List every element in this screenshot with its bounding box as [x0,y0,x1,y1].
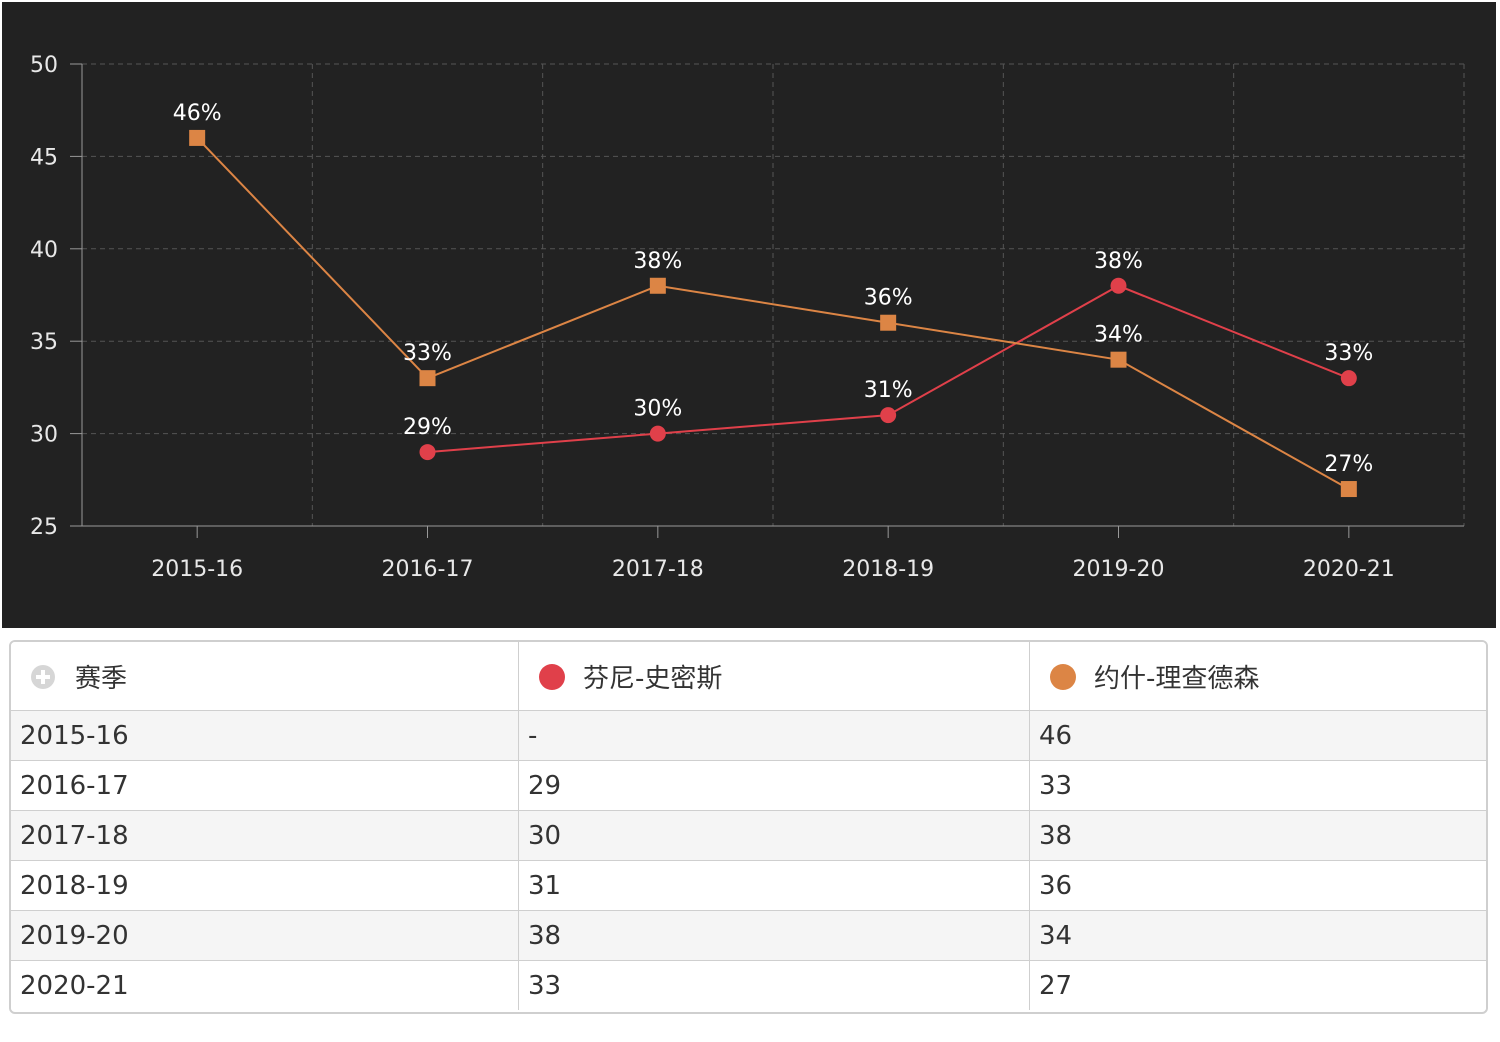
x-tick-label: 2020-21 [1303,557,1395,582]
table-cell-series-2: 27 [1029,960,1486,1010]
series-1-data-label: 31% [864,378,913,403]
series-1-data-label: 29% [403,415,452,440]
series-1-data-label: 30% [633,397,682,422]
x-tick-label: 2018-19 [842,557,934,582]
series-2-data-label: 34% [1094,323,1143,348]
data-table: 赛季 芬尼-史密斯 约什-理查德森 2015-16 - 46 2016-17 2… [9,640,1488,1014]
chart-panel: 25 30 35 40 45 50 2015-16 2016-17 2017-18 2018-19… [2,2,1496,628]
series-2-point[interactable] [419,370,436,387]
table-row: 2015-16 - 46 [11,710,1486,761]
series-1-point[interactable] [1110,277,1127,294]
expand-plus-icon[interactable] [31,665,55,689]
table-cell-series-1: 31 [518,860,1030,911]
x-tick-label: 2019-20 [1073,557,1165,582]
header-season-label: 赛季 [75,663,128,694]
table-row: 2017-18 30 38 [11,810,1486,861]
series-2-point[interactable] [1110,351,1127,368]
line-chart: 25 30 35 40 45 50 2015-16 2016-17 2017-18 2018-19… [30,53,1465,582]
header-series-2-label: 约什-理查德森 [1094,663,1260,694]
header-series-1[interactable]: 芬尼-史密斯 [518,642,1030,711]
series-2-point[interactable] [649,277,666,294]
table-cell-series-1: 30 [518,810,1030,861]
axes: 25 30 35 40 45 50 2015-16 2016-17 2017-18 2018-19… [30,53,1464,582]
series-2-point[interactable] [189,129,206,146]
series-2-point[interactable] [880,314,897,331]
table-cell-series-2: 36 [1029,860,1486,911]
series-1-data-label: 33% [1324,341,1373,366]
series-2-data-label: 38% [633,249,682,274]
series-2-data-label: 36% [864,286,913,311]
y-tick-label: 25 [30,515,58,540]
table-header-row: 赛季 芬尼-史密斯 约什-理查德森 [11,642,1486,711]
legend-dot-series-1-icon [539,664,565,690]
table-cell-season: 2020-21 [11,960,519,1010]
x-tick-label: 2017-18 [612,557,704,582]
table-cell-season: 2015-16 [11,710,519,761]
table-row: 2018-19 31 36 [11,860,1486,911]
series-1-point[interactable] [1340,370,1357,387]
series-1-point[interactable] [649,425,666,442]
header-season[interactable]: 赛季 [11,642,519,711]
table-row: 2016-17 29 33 [11,760,1486,811]
x-tick-label: 2016-17 [382,557,474,582]
table-cell-series-1: 33 [518,960,1030,1010]
series-lines [189,129,1357,498]
table-cell-series-2: 33 [1029,760,1486,811]
series-2-point[interactable] [1340,481,1357,498]
table-cell-series-2: 34 [1029,910,1486,961]
table-cell-series-1: 29 [518,760,1030,811]
table-row: 2020-21 33 27 [11,960,1486,1010]
x-tick-label: 2015-16 [151,557,243,582]
series-2-data-label: 27% [1324,452,1373,477]
y-tick-label: 45 [30,145,58,170]
data-labels: 29% 30% 31% 38% 33% 46% 33% 38% 36% 34% 27% [173,101,1374,477]
table-row: 2019-20 38 34 [11,910,1486,961]
series-1-point[interactable] [419,444,436,461]
table-cell-season: 2017-18 [11,810,519,861]
table-cell-season: 2018-19 [11,860,519,911]
y-tick-label: 35 [30,330,58,355]
series-1-point[interactable] [880,407,897,424]
series-2-line [196,137,1350,490]
table-cell-season: 2016-17 [11,760,519,811]
legend-dot-series-2-icon [1050,664,1076,690]
y-tick-label: 50 [30,53,58,78]
grid-lines [82,63,1465,526]
table-cell-series-2: 38 [1029,810,1486,861]
y-tick-label: 40 [30,238,58,263]
series-2-data-label: 46% [173,101,222,126]
series-2-data-label: 33% [403,341,452,366]
table-cell-season: 2019-20 [11,910,519,961]
header-series-2[interactable]: 约什-理查德森 [1029,642,1486,711]
table-cell-series-1: 38 [518,910,1030,961]
header-series-1-label: 芬尼-史密斯 [583,663,723,694]
y-tick-label: 30 [30,423,58,448]
table-cell-series-1: - [518,710,1030,761]
series-1-data-label: 38% [1094,249,1143,274]
table-cell-series-2: 46 [1029,710,1486,761]
